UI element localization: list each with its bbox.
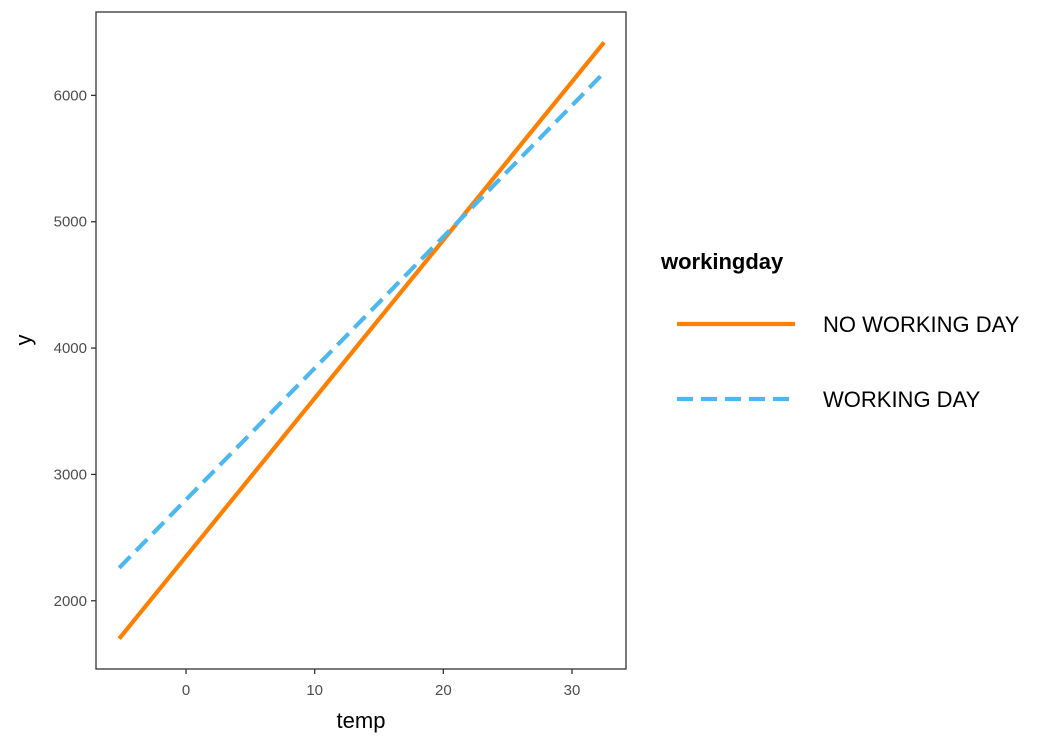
x-tick-label: 20	[435, 682, 452, 699]
y-tick-label: 3000	[54, 466, 87, 483]
series-line-no-working-day	[117, 40, 606, 641]
x-tick-label: 30	[564, 682, 581, 699]
legend-label: WORKING DAY	[823, 387, 981, 412]
series-lines	[117, 40, 606, 641]
x-axis-title: temp	[337, 708, 386, 733]
y-tick-label: 2000	[54, 593, 87, 610]
y-axis: 2000 3000 4000 5000 6000	[54, 87, 96, 610]
y-tick-label: 5000	[54, 214, 87, 231]
y-tick-label: 4000	[54, 340, 87, 357]
x-tick-label: 10	[306, 682, 323, 699]
y-axis-title: y	[11, 335, 36, 346]
legend-label: NO WORKING DAY	[823, 312, 1020, 337]
y-tick-label: 6000	[54, 87, 87, 104]
x-axis: 0 10 20 30	[182, 669, 580, 699]
series-line-working-day	[117, 71, 606, 570]
legend: workingday NO WORKING DAY WORKING DAY	[660, 249, 1020, 412]
legend-title: workingday	[660, 249, 784, 274]
x-tick-label: 0	[182, 682, 190, 699]
